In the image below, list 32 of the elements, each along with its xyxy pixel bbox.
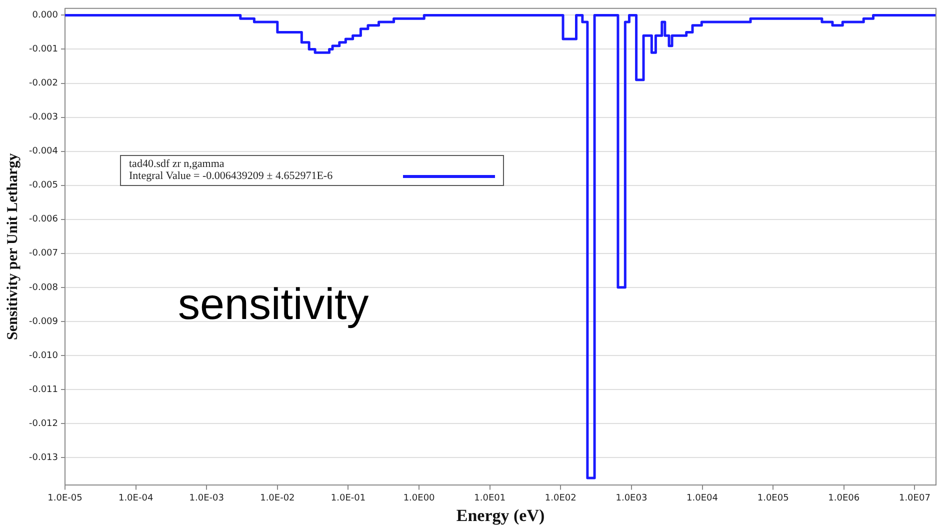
legend: tad40.sdf zr n,gamma Integral Value = -0.006439209 ± 4.652971E-6 <box>120 155 504 186</box>
x-tick-label: 1.0E-05 <box>48 494 82 504</box>
y-tick-label: 0.000 <box>32 10 58 21</box>
y-tick-label: -0.004 <box>28 146 58 157</box>
x-tick-label: 1.0E01 <box>474 494 506 504</box>
x-tick-label: 1.0E04 <box>686 494 718 504</box>
y-tick-label: -0.011 <box>28 384 58 395</box>
y-tick-label: -0.005 <box>28 180 58 191</box>
x-tick-label: 1.0E-01 <box>330 494 366 504</box>
x-tick-label: 1.0E02 <box>544 494 576 504</box>
y-tick-label: -0.009 <box>28 316 58 327</box>
x-tick-label: 1.0E05 <box>757 494 789 504</box>
y-tick-label: -0.001 <box>28 44 58 55</box>
x-tick-label: 1.0E03 <box>616 494 648 504</box>
y-tick-label: -0.013 <box>28 452 58 463</box>
annotation: sensitivity <box>178 280 369 330</box>
x-axis-title: Energy (eV) <box>456 506 545 526</box>
y-axis-title: Sensitivity per Unit Lethargy <box>4 152 21 340</box>
x-tick-label: 1.0E06 <box>828 494 860 504</box>
y-tick-label: -0.008 <box>28 282 58 293</box>
y-tick-label: -0.006 <box>28 214 58 225</box>
y-tick-label: -0.010 <box>28 350 58 361</box>
x-tick-label: 1.0E-03 <box>189 494 224 504</box>
x-tick-label: 1.0E07 <box>898 494 930 504</box>
x-tick-label: 1.0E-02 <box>260 494 295 504</box>
y-tick-label: -0.012 <box>28 418 58 429</box>
y-tick-label: -0.002 <box>28 78 58 89</box>
y-tick-label: -0.007 <box>28 248 58 259</box>
y-tick-label: -0.003 <box>28 112 58 123</box>
x-tick-label: 1.0E-04 <box>118 494 154 504</box>
x-tick-label: 1.0E00 <box>403 494 436 504</box>
legend-title: tad40.sdf zr n,gamma <box>129 158 226 170</box>
